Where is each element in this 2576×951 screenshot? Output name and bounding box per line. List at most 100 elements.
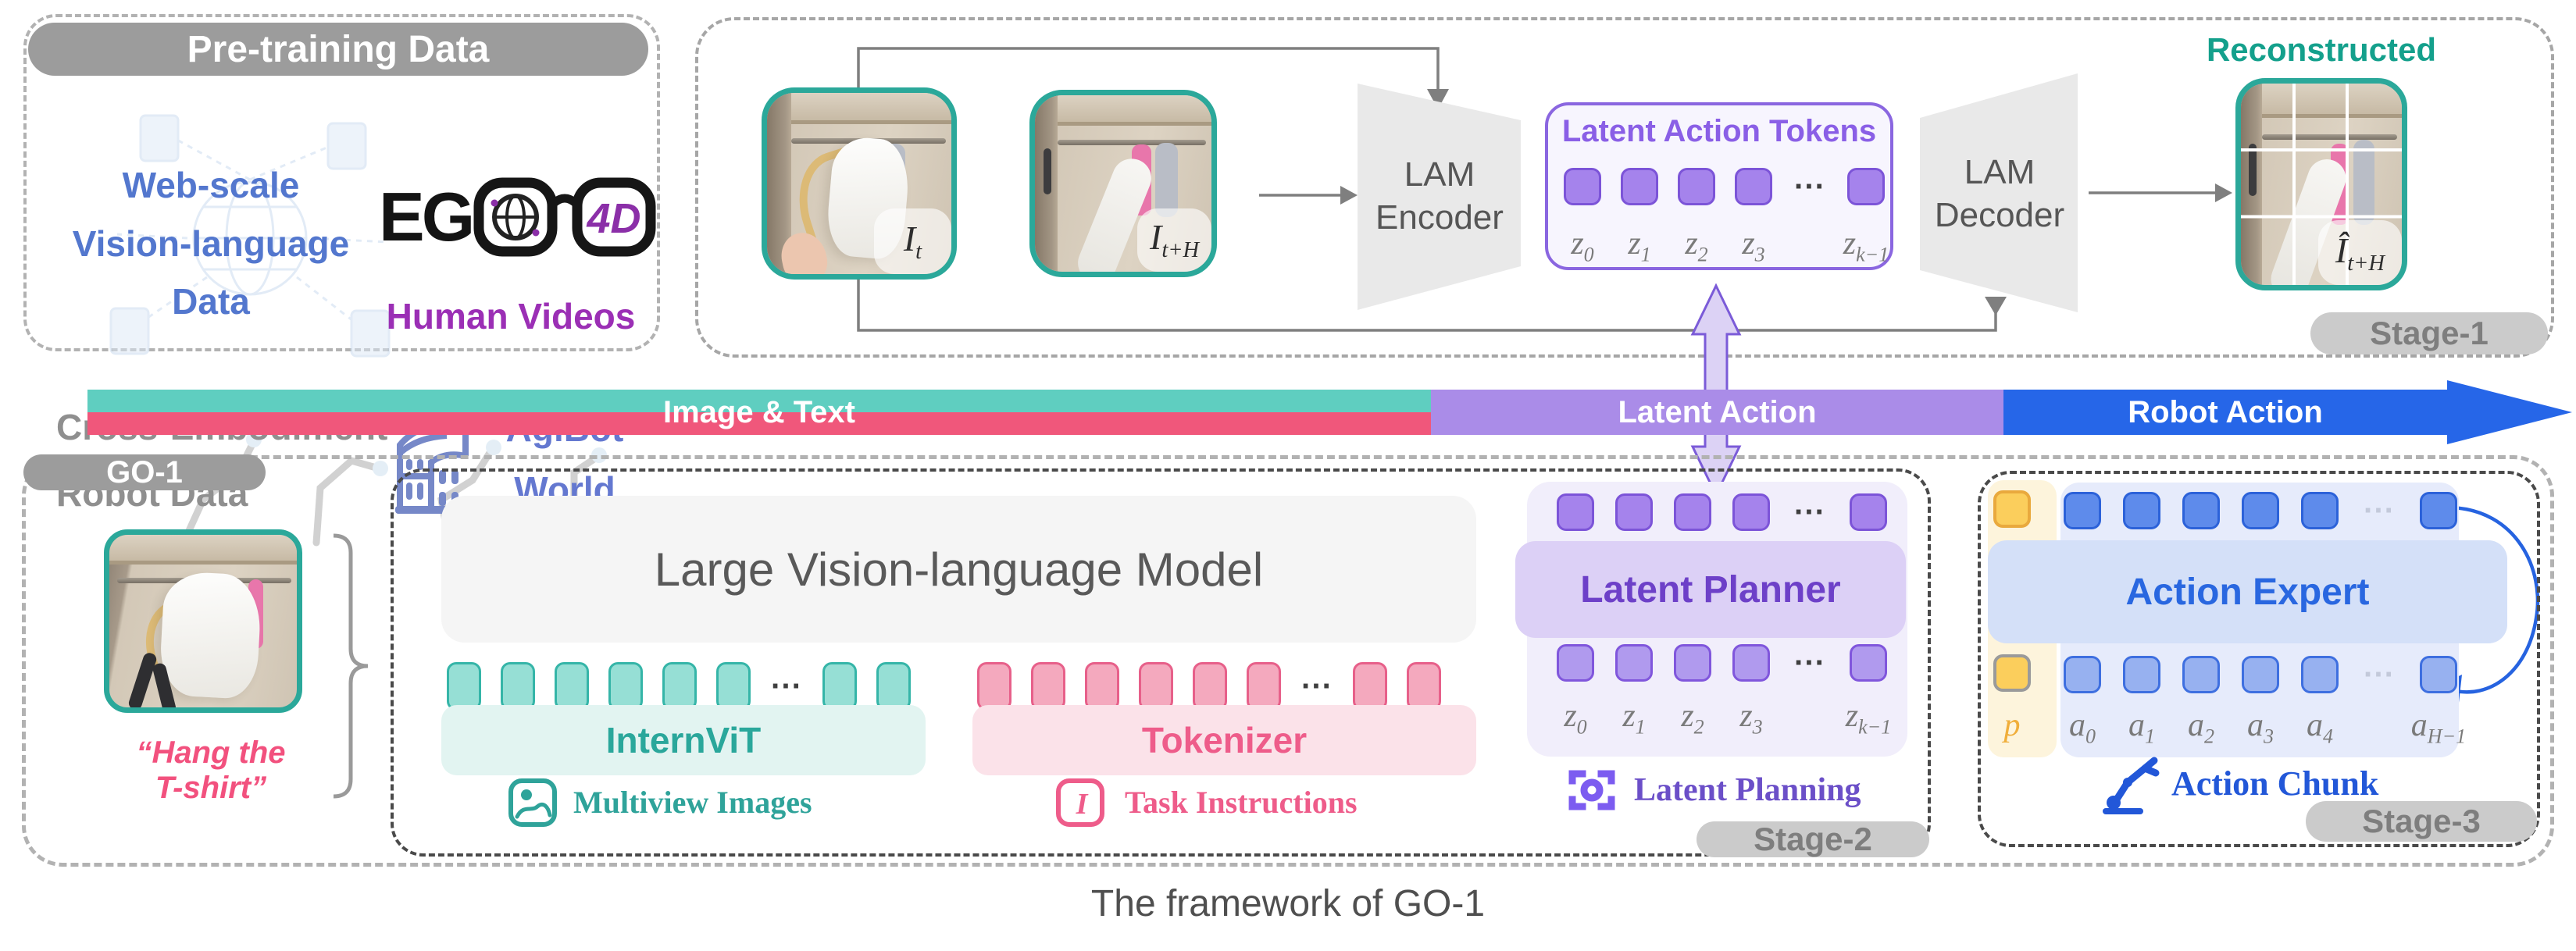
vision-token bbox=[608, 662, 643, 711]
latent-token bbox=[1615, 493, 1653, 531]
a-label: a0 bbox=[2068, 707, 2096, 748]
proprio-token bbox=[1993, 490, 2031, 528]
z-label: zk−1 bbox=[1845, 698, 1892, 739]
white-tshirt bbox=[159, 570, 263, 700]
lam-encoder-label: LAM Encoder bbox=[1375, 155, 1504, 237]
latent-action-tokens-box bbox=[1545, 102, 1893, 270]
tokenizer-block: Tokenizer bbox=[972, 705, 1476, 775]
action-token-row-top: ··· bbox=[2064, 492, 2457, 529]
ellipsis: ··· bbox=[1794, 494, 1825, 529]
image-t-plus-h-badge: It+H bbox=[1137, 208, 1211, 272]
brace bbox=[333, 533, 369, 799]
observation-image-t: It bbox=[762, 87, 957, 280]
robot-action-arrowhead bbox=[2447, 380, 2572, 444]
web-scale-data-label: Web-scale Vision-language Data bbox=[72, 165, 350, 322]
action-token bbox=[2420, 492, 2457, 529]
a-label: a2 bbox=[2187, 707, 2215, 748]
lam-decoder-label: LAM Decoder bbox=[1934, 153, 2065, 234]
image-text-segment-bottom bbox=[87, 412, 1431, 435]
vision-token bbox=[716, 662, 751, 711]
large-vlm-title: Large Vision-language Model bbox=[654, 543, 1264, 596]
action-token bbox=[2123, 656, 2160, 693]
latent-token-row-stage1: ··· bbox=[1564, 168, 1885, 205]
reconstructed-image: Ît+H bbox=[2235, 78, 2407, 290]
image-t-badge: It bbox=[873, 208, 951, 274]
latent-token bbox=[1850, 644, 1887, 682]
latent-action-tokens-title: Latent Action Tokens bbox=[1561, 114, 1877, 148]
web-data-icon bbox=[109, 114, 391, 358]
action-token bbox=[2182, 492, 2220, 529]
image-text-segment-top bbox=[87, 390, 1431, 412]
latent-token bbox=[1564, 168, 1601, 205]
action-token bbox=[2123, 492, 2160, 529]
text-token bbox=[1085, 662, 1119, 711]
latent-planning-label: Latent Planning bbox=[1634, 772, 1861, 808]
vlm-latent-planner-box bbox=[391, 468, 1931, 857]
latent-token bbox=[1735, 168, 1772, 205]
closet-shelf bbox=[767, 93, 951, 124]
ego4d-text: EG bbox=[379, 178, 475, 255]
action-token bbox=[2182, 656, 2220, 693]
vision-token bbox=[876, 662, 911, 711]
human-videos-label: Human Videos bbox=[386, 296, 636, 337]
task-instructions-icon: I bbox=[1056, 778, 1104, 827]
recurrence-arc bbox=[2449, 505, 2540, 694]
text-token bbox=[1353, 662, 1387, 711]
go1-input-image bbox=[104, 529, 302, 713]
pretraining-data-box bbox=[23, 14, 660, 351]
z-label: z0 bbox=[1571, 226, 1594, 266]
proprio-token-top bbox=[1993, 490, 2031, 528]
a-label: a3 bbox=[2246, 707, 2275, 748]
closet-shelf bbox=[1035, 95, 1211, 126]
p-label: p bbox=[2003, 707, 2021, 743]
multiview-images-icon bbox=[508, 778, 557, 827]
latent-token-row-bottom: ··· bbox=[1557, 644, 1887, 682]
vision-token-row: ··· bbox=[447, 662, 911, 711]
latent-token bbox=[1732, 493, 1770, 531]
z-label: z3 bbox=[1742, 226, 1765, 266]
text-token bbox=[1193, 662, 1227, 711]
robot-gripper bbox=[127, 651, 158, 707]
task-instructions-label: Task Instructions bbox=[1125, 785, 1358, 820]
door-handle bbox=[1044, 148, 1052, 194]
pretraining-data-title: Pre-training Data bbox=[28, 23, 648, 76]
text-token bbox=[1247, 662, 1281, 711]
text-token bbox=[1139, 662, 1173, 711]
ellipsis: ··· bbox=[1301, 668, 1333, 703]
a-label: a4 bbox=[2306, 707, 2334, 748]
multiview-images-label: Multiview Images bbox=[573, 785, 812, 820]
ellipsis: ··· bbox=[1794, 645, 1825, 680]
z-label: z1 bbox=[1622, 698, 1646, 739]
wire-arrowheads bbox=[1340, 89, 2232, 315]
latent-action-label: Latent Action bbox=[1618, 394, 1817, 429]
latent-token bbox=[1732, 644, 1770, 682]
vision-token bbox=[501, 662, 535, 711]
ellipsis: ··· bbox=[1794, 169, 1825, 204]
latent-token bbox=[1615, 644, 1653, 682]
observation-image-t-plus-h: It+H bbox=[1029, 90, 1217, 277]
latent-token bbox=[1621, 168, 1658, 205]
reconstructed-label: Reconstructed bbox=[2206, 31, 2437, 68]
latent-token bbox=[1674, 644, 1711, 682]
latent-token bbox=[1674, 493, 1711, 531]
latent-planner-block: Latent Planner bbox=[1515, 541, 1906, 638]
action-token bbox=[2301, 492, 2339, 529]
a-label: aH−1 bbox=[2410, 707, 2467, 748]
stage3-box bbox=[1978, 471, 2540, 847]
action-token bbox=[2064, 492, 2101, 529]
z-label: z2 bbox=[1681, 698, 1704, 739]
z-label: z2 bbox=[1685, 226, 1708, 266]
ellipsis: ··· bbox=[2364, 493, 2395, 528]
training-flow-bar: Image & Text Latent Action Robot Action bbox=[87, 380, 2576, 444]
latent-token bbox=[1678, 168, 1715, 205]
z-label: z0 bbox=[1564, 698, 1587, 739]
action-expert-block: Action Expert bbox=[1988, 540, 2507, 643]
vision-token bbox=[555, 662, 589, 711]
lam-encoder-shape bbox=[1358, 84, 1521, 310]
proprio-token bbox=[1993, 654, 2031, 692]
action-token bbox=[2301, 656, 2339, 693]
stage2-pill: Stage-2 bbox=[1697, 821, 1929, 857]
z-label: zk−1 bbox=[1843, 226, 1889, 266]
svg-text:4D: 4D bbox=[587, 195, 641, 242]
